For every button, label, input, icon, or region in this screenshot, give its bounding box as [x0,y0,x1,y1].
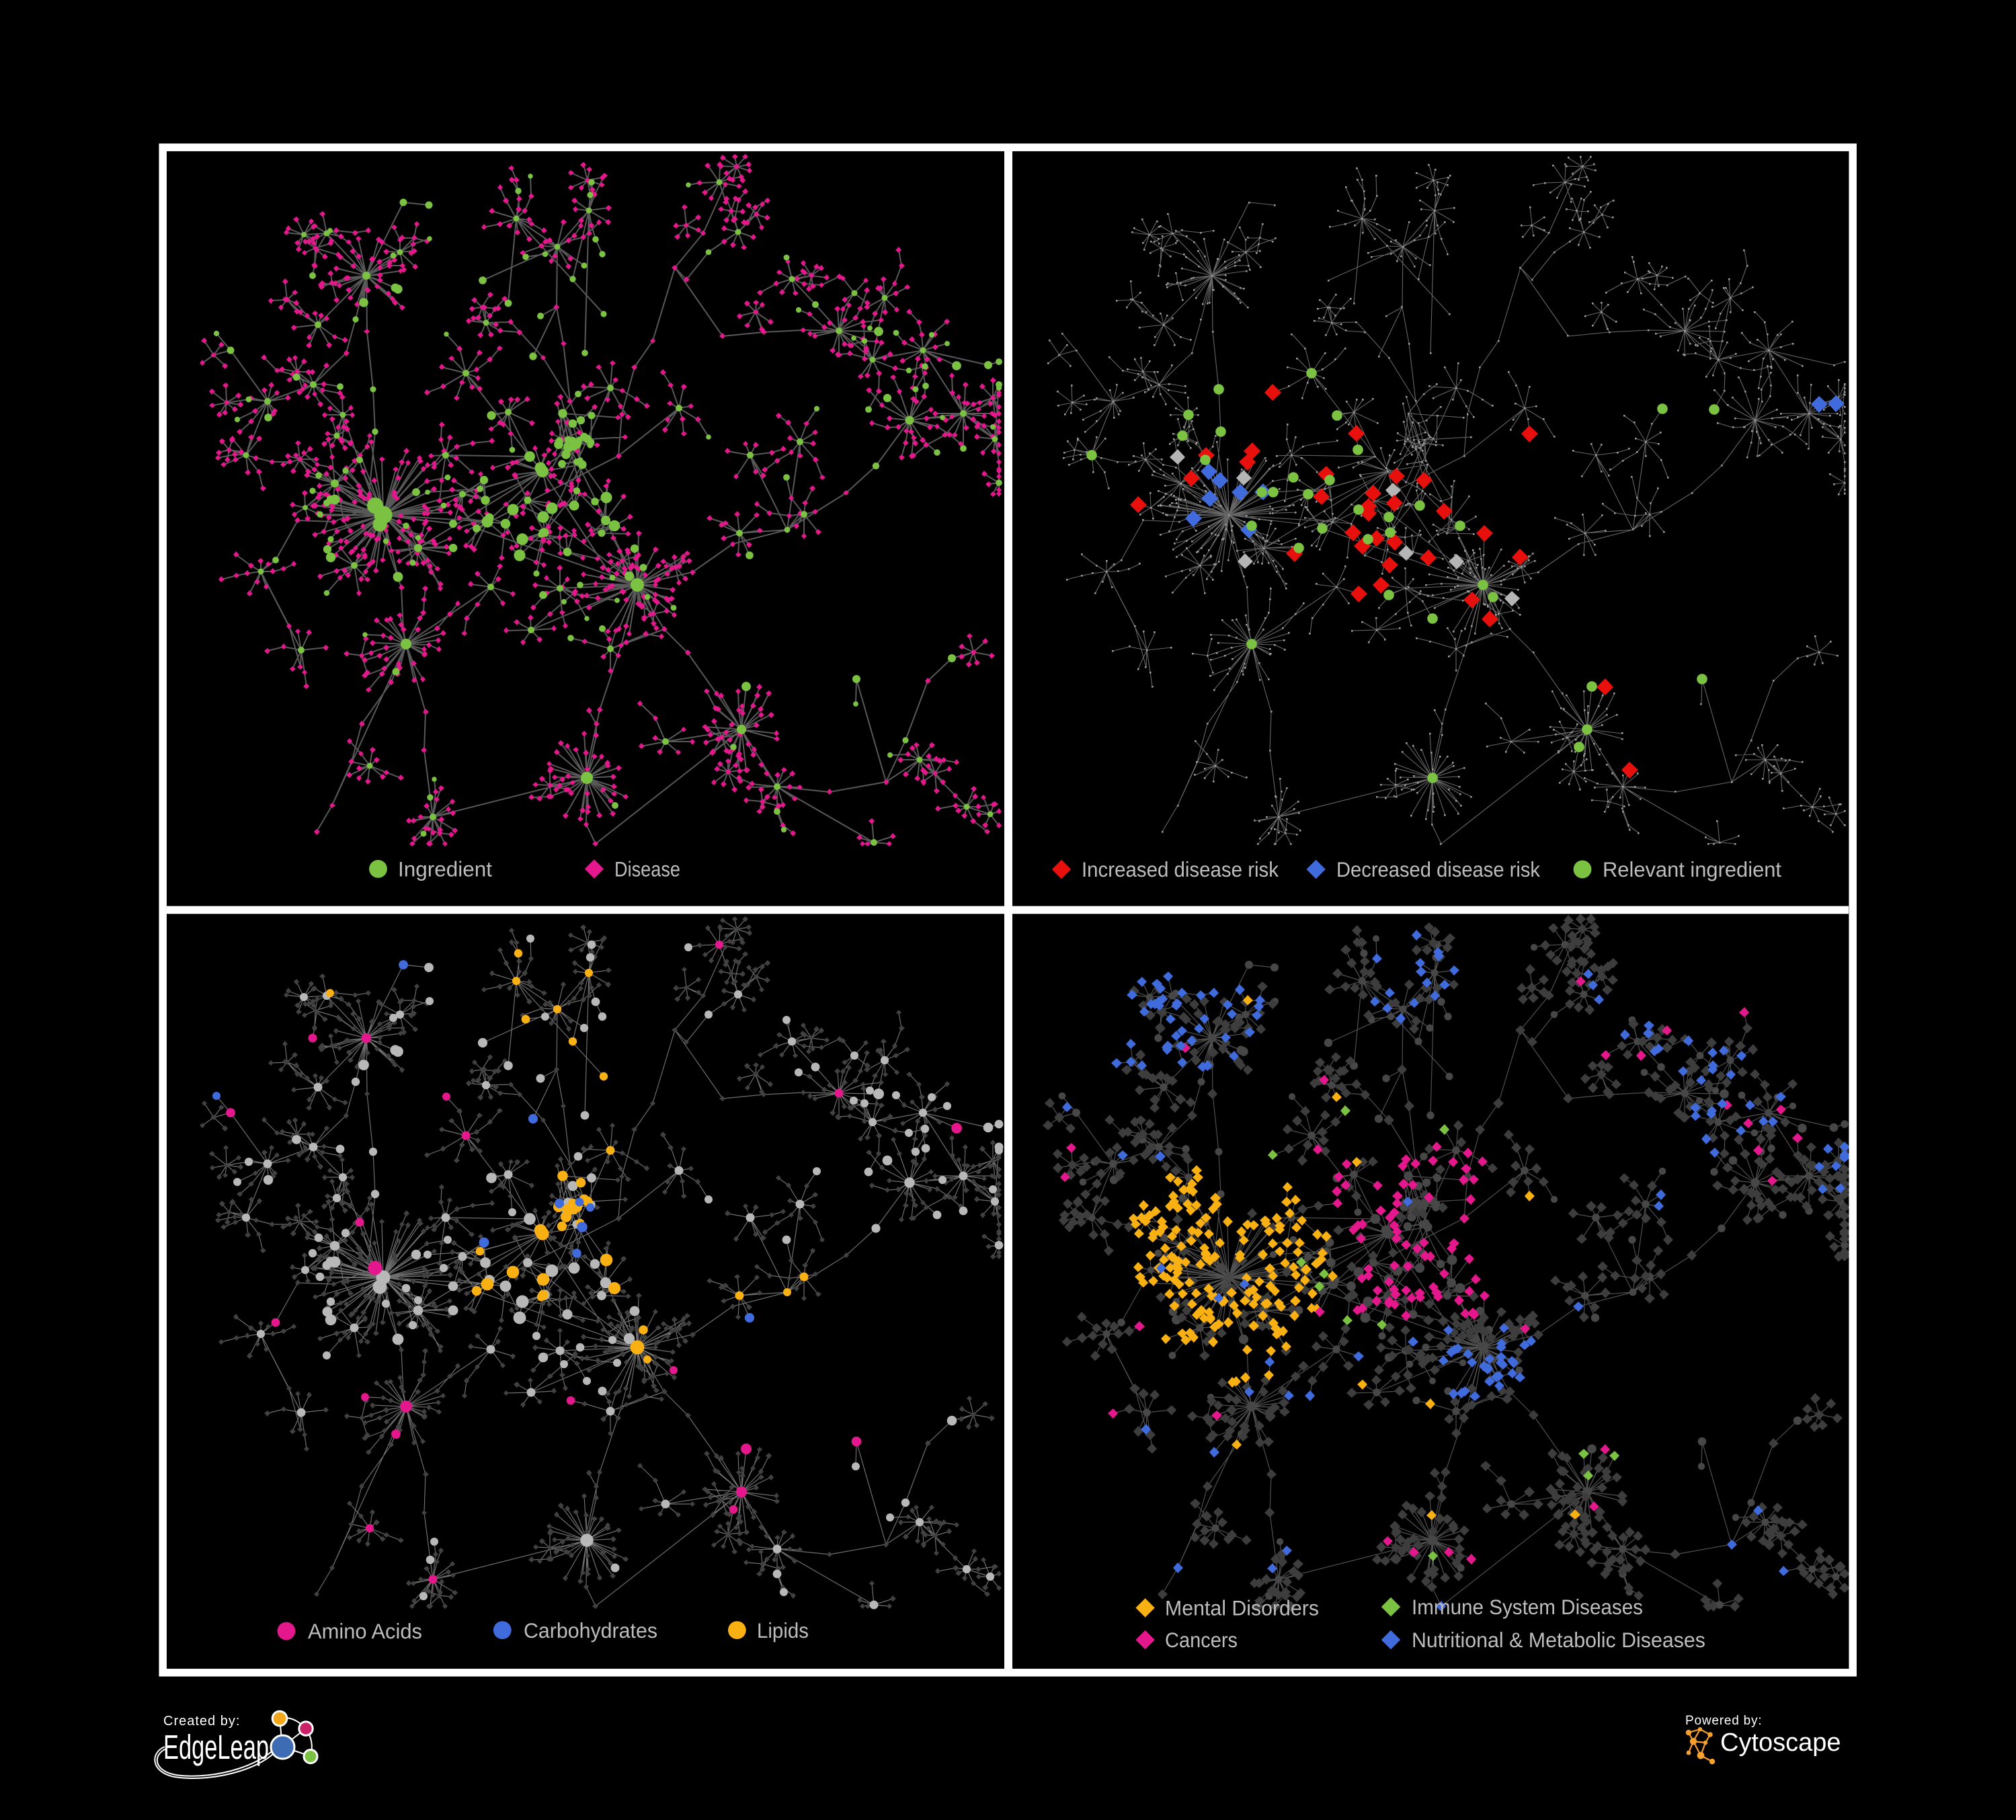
svg-text:Disease: Disease [614,857,680,881]
svg-text:Decreased disease risk: Decreased disease risk [1336,857,1540,881]
svg-text:Lipids: Lipids [757,1618,809,1643]
svg-text:Relevant ingredient: Relevant ingredient [1603,857,1781,881]
svg-text:Ingredient: Ingredient [398,857,492,881]
svg-text:Cancers: Cancers [1165,1628,1238,1652]
svg-text:Immune System Diseases: Immune System Diseases [1412,1595,1643,1619]
svg-text:EdgeLeap: EdgeLeap [163,1728,269,1766]
svg-text:Increased disease risk: Increased disease risk [1082,857,1279,881]
svg-text:Carbohydrates: Carbohydrates [524,1618,657,1643]
svg-text:Created by:: Created by: [163,1714,240,1729]
svg-text:Nutritional & Metabolic Diseas: Nutritional & Metabolic Diseases [1412,1628,1705,1652]
svg-text:Mental Disorders: Mental Disorders [1165,1596,1319,1620]
svg-text:Powered by:: Powered by: [1685,1714,1762,1728]
svg-text:Amino Acids: Amino Acids [308,1619,422,1643]
svg-text:Cytoscape: Cytoscape [1720,1729,1841,1757]
